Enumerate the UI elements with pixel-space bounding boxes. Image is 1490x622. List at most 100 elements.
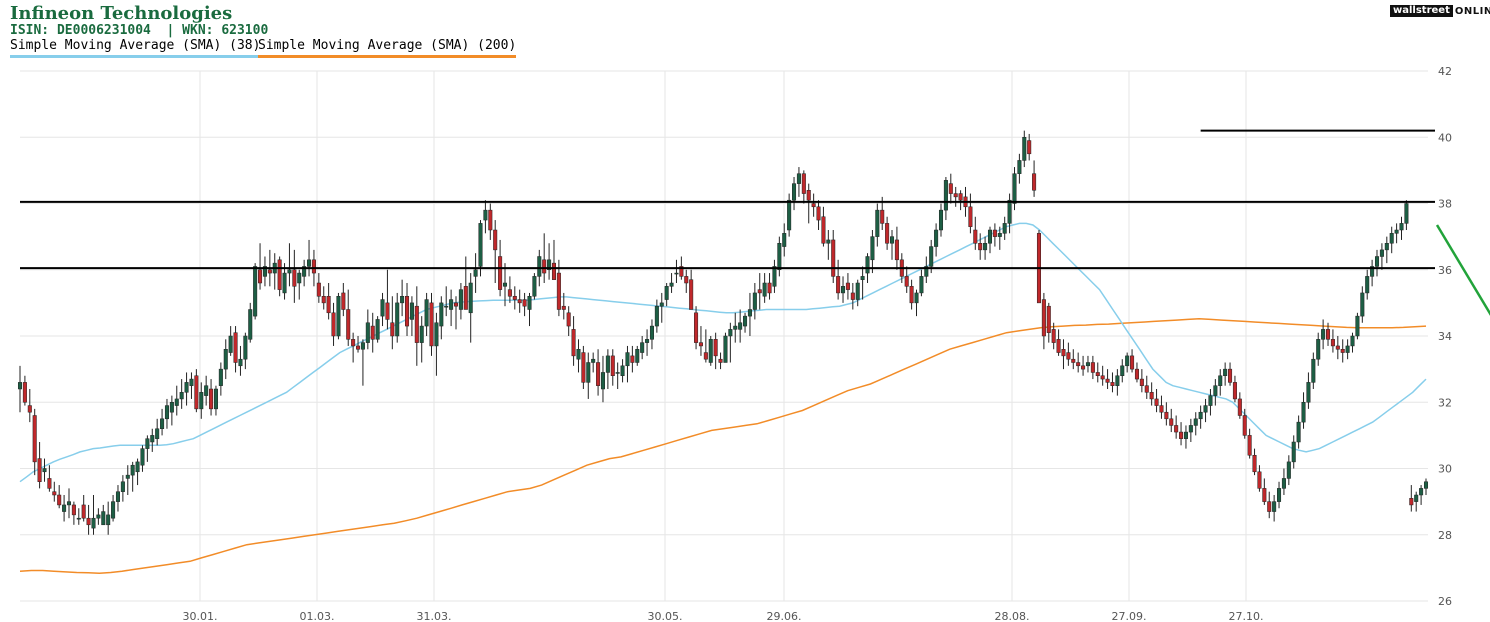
candle (527, 292, 532, 327)
candle (360, 339, 365, 386)
candle (1394, 223, 1399, 244)
candle-body (762, 282, 767, 297)
candle-body (938, 209, 944, 231)
candle-body (953, 193, 958, 198)
candle-body (47, 478, 52, 489)
candle (694, 306, 699, 350)
candle-body (248, 309, 253, 340)
candle-body (419, 325, 424, 343)
y-tick-label: 40 (1438, 131, 1452, 144)
candle (47, 465, 52, 492)
candle-body (507, 289, 512, 297)
candle (747, 292, 752, 336)
candle (444, 286, 449, 317)
candle (605, 349, 610, 389)
candle (718, 352, 723, 370)
candle (978, 233, 983, 260)
candle (351, 332, 356, 363)
candle-body (71, 504, 76, 516)
candle (674, 259, 679, 283)
candle-body (365, 322, 370, 343)
candle (62, 495, 67, 522)
candle (434, 312, 439, 376)
candle-body (81, 504, 86, 519)
candle-body (91, 517, 96, 529)
candle (1071, 349, 1076, 370)
candle (390, 296, 395, 350)
y-tick-label: 28 (1438, 529, 1452, 542)
candle (635, 345, 640, 366)
candle (1125, 352, 1130, 373)
candle (1223, 362, 1228, 386)
candle (272, 253, 277, 290)
candle-body (1404, 203, 1409, 224)
candle (1174, 415, 1179, 439)
candle-body (1247, 435, 1252, 456)
candle-body (522, 299, 527, 307)
candle-body (434, 322, 439, 347)
candle-body (390, 322, 395, 337)
candle (1404, 200, 1409, 230)
candle-body (140, 448, 145, 466)
candle (1326, 322, 1331, 346)
candle-body (527, 296, 532, 310)
candle-body (262, 266, 267, 277)
candle (1036, 230, 1041, 304)
candle-body (502, 282, 508, 287)
candle-body (1311, 358, 1316, 383)
candle (659, 292, 664, 323)
candle-body (483, 209, 488, 221)
candle (522, 292, 527, 317)
candle-body (32, 415, 37, 463)
candle-body (860, 276, 865, 280)
candle-body (586, 362, 591, 383)
candle-body (1374, 256, 1380, 267)
candle-body (463, 286, 468, 310)
candle-body (987, 229, 993, 244)
candle (468, 273, 473, 343)
y-tick-label: 30 (1438, 463, 1452, 476)
candle-body (1257, 471, 1262, 489)
candle (556, 259, 561, 317)
candle-body (400, 296, 405, 304)
candle (96, 508, 101, 525)
legend-sma200[interactable]: Simple Moving Average (SMA) (200) (258, 38, 517, 58)
candle (1213, 379, 1218, 406)
candle (1002, 216, 1007, 240)
candle (164, 398, 169, 429)
candle-body (1316, 339, 1321, 360)
candle-body (1414, 494, 1419, 502)
candle (826, 230, 831, 260)
candle (32, 408, 37, 476)
candle (801, 170, 806, 204)
candle-body (880, 209, 885, 224)
legend-sma38[interactable]: Simple Moving Average (SMA) (38) (10, 38, 261, 58)
candle (640, 336, 645, 360)
candle (321, 286, 326, 310)
candle-body (258, 269, 263, 284)
candle (512, 286, 517, 310)
candle (1066, 342, 1071, 366)
candle (1095, 362, 1100, 383)
candle (1252, 448, 1257, 476)
candle-body (787, 199, 792, 231)
candle (1188, 418, 1193, 442)
candle (645, 329, 650, 356)
candle-body (429, 302, 434, 347)
candle (1100, 365, 1105, 386)
candle-body (160, 418, 165, 429)
candle (356, 336, 361, 353)
candle-body (498, 256, 503, 290)
candle-body (1105, 378, 1110, 383)
wallstreet-online-logo[interactable]: wallstreet ONLINE (1390, 5, 1490, 17)
candle-body (405, 296, 410, 327)
candle-body (1340, 349, 1345, 353)
candle-body (1286, 461, 1291, 479)
candle (1232, 375, 1237, 403)
candle-body (885, 223, 890, 244)
candle-body (801, 173, 806, 194)
candle (1154, 389, 1159, 413)
candle-body (610, 355, 615, 376)
candle (576, 339, 581, 373)
